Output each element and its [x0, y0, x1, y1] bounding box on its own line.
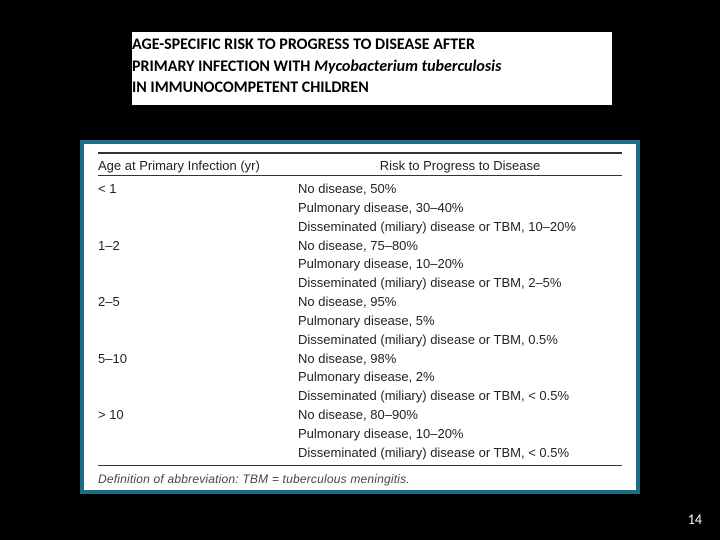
table-footnote: Definition of abbreviation: TBM = tuberc… — [98, 470, 622, 486]
title-line-2-italic: Mycobacterium tuberculosis — [314, 57, 501, 76]
cell-risk: No disease, 95% — [298, 293, 622, 312]
cell-risk: Disseminated (miliary) disease or TBM, <… — [298, 444, 622, 463]
table-row: Disseminated (miliary) disease or TBM, <… — [98, 387, 622, 406]
title-line-1: AGE-SPECIFIC RISK TO PROGRESS TO DISEASE… — [132, 34, 612, 56]
cell-risk: Disseminated (miliary) disease or TBM, 1… — [298, 218, 622, 237]
cell-age — [98, 312, 298, 331]
cell-age — [98, 218, 298, 237]
table-row: 1–2No disease, 75–80% — [98, 237, 622, 256]
cell-age: > 10 — [98, 406, 298, 425]
table-row: Pulmonary disease, 10–20% — [98, 255, 622, 274]
cell-age — [98, 368, 298, 387]
slide-title-block: AGE-SPECIFIC RISK TO PROGRESS TO DISEASE… — [132, 32, 612, 105]
cell-risk: Pulmonary disease, 10–20% — [298, 255, 622, 274]
header-age: Age at Primary Infection (yr) — [98, 158, 298, 173]
cell-age — [98, 255, 298, 274]
cell-age — [98, 331, 298, 350]
cell-age — [98, 425, 298, 444]
cell-risk: Pulmonary disease, 5% — [298, 312, 622, 331]
cell-risk: Pulmonary disease, 10–20% — [298, 425, 622, 444]
slide-title-wrapper: AGE-SPECIFIC RISK TO PROGRESS TO DISEASE… — [132, 32, 612, 105]
cell-age — [98, 274, 298, 293]
table-row: Disseminated (miliary) disease or TBM, 1… — [98, 218, 622, 237]
cell-risk: Disseminated (miliary) disease or TBM, 2… — [298, 274, 622, 293]
title-line-2-prefix: PRIMARY INFECTION WITH — [132, 57, 314, 76]
cell-risk: No disease, 80–90% — [298, 406, 622, 425]
page-number: 14 — [688, 511, 702, 528]
cell-age: 1–2 — [98, 237, 298, 256]
cell-age — [98, 444, 298, 463]
cell-age — [98, 199, 298, 218]
cell-risk: Pulmonary disease, 2% — [298, 368, 622, 387]
title-line-3: IN IMMUNOCOMPETENT CHILDREN — [132, 77, 612, 99]
table-header-row: Age at Primary Infection (yr) Risk to Pr… — [98, 158, 622, 173]
rule-header — [98, 175, 622, 176]
rule-bottom — [98, 465, 622, 466]
table-row: Disseminated (miliary) disease or TBM, 0… — [98, 331, 622, 350]
table-row: 5–10No disease, 98% — [98, 350, 622, 369]
table-row: Disseminated (miliary) disease or TBM, 2… — [98, 274, 622, 293]
cell-risk: Disseminated (miliary) disease or TBM, <… — [298, 387, 622, 406]
cell-risk: Pulmonary disease, 30–40% — [298, 199, 622, 218]
cell-age: 2–5 — [98, 293, 298, 312]
table-row: Pulmonary disease, 10–20% — [98, 425, 622, 444]
cell-risk: No disease, 75–80% — [298, 237, 622, 256]
cell-age — [98, 387, 298, 406]
rule-top — [98, 152, 622, 154]
table-row: 2–5No disease, 95% — [98, 293, 622, 312]
table-row: > 10No disease, 80–90% — [98, 406, 622, 425]
risk-table-inner: Age at Primary Infection (yr) Risk to Pr… — [84, 144, 636, 490]
title-line-2: PRIMARY INFECTION WITH Mycobacterium tub… — [132, 56, 612, 78]
table-row: Pulmonary disease, 5% — [98, 312, 622, 331]
cell-age: < 1 — [98, 180, 298, 199]
header-risk: Risk to Progress to Disease — [298, 158, 622, 173]
table-row: Pulmonary disease, 2% — [98, 368, 622, 387]
table-body: < 1No disease, 50%Pulmonary disease, 30–… — [98, 180, 622, 463]
risk-table: Age at Primary Infection (yr) Risk to Pr… — [80, 140, 640, 494]
table-row: < 1No disease, 50% — [98, 180, 622, 199]
cell-risk: No disease, 50% — [298, 180, 622, 199]
cell-risk: Disseminated (miliary) disease or TBM, 0… — [298, 331, 622, 350]
cell-risk: No disease, 98% — [298, 350, 622, 369]
table-row: Pulmonary disease, 30–40% — [98, 199, 622, 218]
cell-age: 5–10 — [98, 350, 298, 369]
table-row: Disseminated (miliary) disease or TBM, <… — [98, 444, 622, 463]
